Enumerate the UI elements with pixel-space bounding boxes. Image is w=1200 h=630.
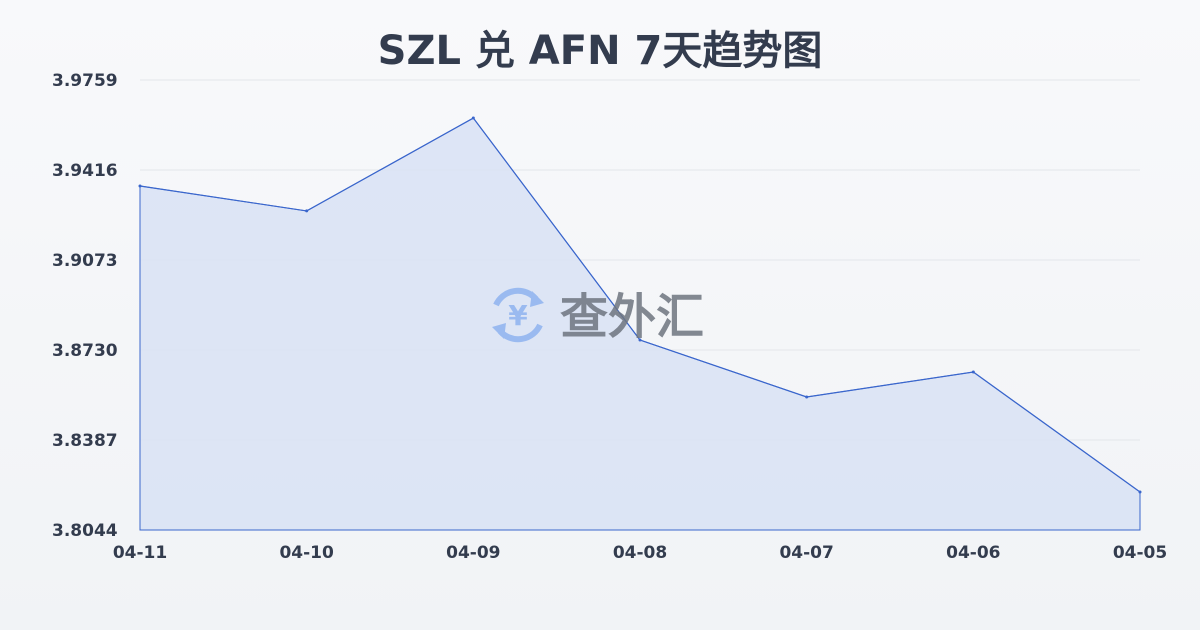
x-tick-label: 04-07 [779,543,833,563]
x-tick-label: 04-06 [946,543,1000,563]
data-point [305,209,309,213]
chart-title: SZL 兑 AFN 7天趋势图 [377,28,823,74]
watermark-text: 查外汇 [560,289,704,345]
data-point [971,370,975,374]
y-tick-label: 3.9759 [52,71,118,91]
data-point [1138,490,1142,494]
yen-exchange-icon: ¥ [492,287,544,343]
y-tick-label: 3.8730 [52,341,118,361]
x-tick-label: 04-10 [279,543,334,563]
y-tick-label: 3.8044 [52,521,118,541]
data-point [638,338,642,342]
y-tick-label: 3.9416 [52,161,118,181]
x-tick-label: 04-05 [1113,543,1167,563]
y-tick-label: 3.9073 [52,251,118,271]
x-tick-label: 04-08 [613,543,667,563]
svg-text:¥: ¥ [508,299,528,332]
data-point [805,395,809,399]
y-tick-label: 3.8387 [52,431,118,451]
data-point [138,184,142,188]
watermark: ¥ 查外汇 [492,287,704,345]
x-tick-label: 04-09 [446,543,500,563]
data-point [471,116,475,120]
x-tick-label: 04-11 [113,543,167,563]
